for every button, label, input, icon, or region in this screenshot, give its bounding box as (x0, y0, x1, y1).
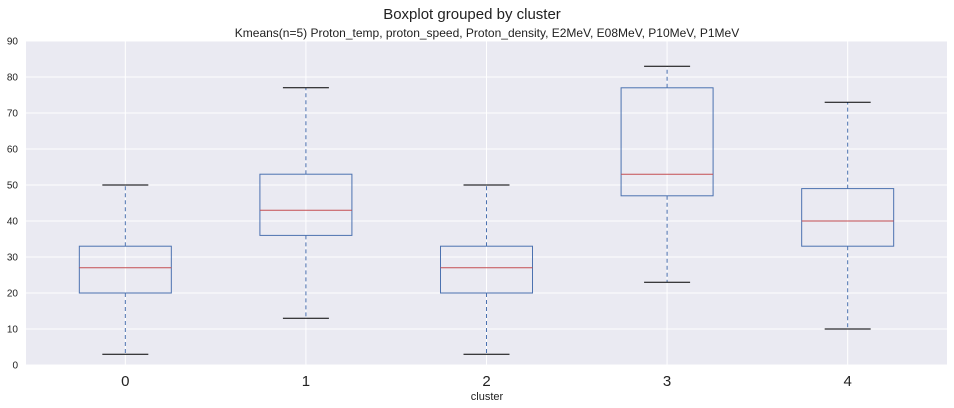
y-tick-label: 60 (7, 145, 19, 156)
y-tick-label: 10 (7, 325, 19, 336)
chart-title: Kmeans(n=5) Proton_temp, proton_speed, P… (235, 26, 739, 40)
iqr-box (620, 87, 714, 197)
y-axis-ticks: 0 10 20 30 40 50 60 70 80 90 (7, 37, 19, 372)
y-tick-label: 90 (7, 37, 19, 48)
box-4 (801, 101, 895, 330)
iqr-box (801, 188, 895, 247)
x-tick-label: 1 (302, 373, 310, 390)
x-axis-label: cluster (471, 391, 504, 403)
x-tick-label: 4 (844, 373, 852, 390)
box-0 (78, 184, 172, 355)
boxes (78, 65, 895, 355)
y-tick-label: 20 (7, 289, 19, 300)
y-tick-label: 50 (7, 181, 19, 192)
iqr-box (78, 245, 172, 294)
y-tick-label: 80 (7, 73, 19, 84)
y-tick-label: 70 (7, 109, 19, 120)
iqr-box (259, 173, 353, 236)
box-3 (620, 65, 714, 283)
x-tick-label: 0 (121, 373, 129, 390)
x-tick-label: 2 (482, 373, 490, 390)
box-2 (440, 184, 533, 355)
chart-suptitle: Boxplot grouped by cluster (383, 6, 561, 23)
y-tick-label: 40 (7, 217, 19, 228)
iqr-box (440, 245, 533, 294)
y-tick-label: 0 (12, 361, 18, 372)
x-axis-ticks: 0 1 2 3 4 (121, 373, 852, 390)
box-1 (259, 87, 353, 319)
y-tick-label: 30 (7, 253, 19, 264)
x-tick-label: 3 (663, 373, 671, 390)
